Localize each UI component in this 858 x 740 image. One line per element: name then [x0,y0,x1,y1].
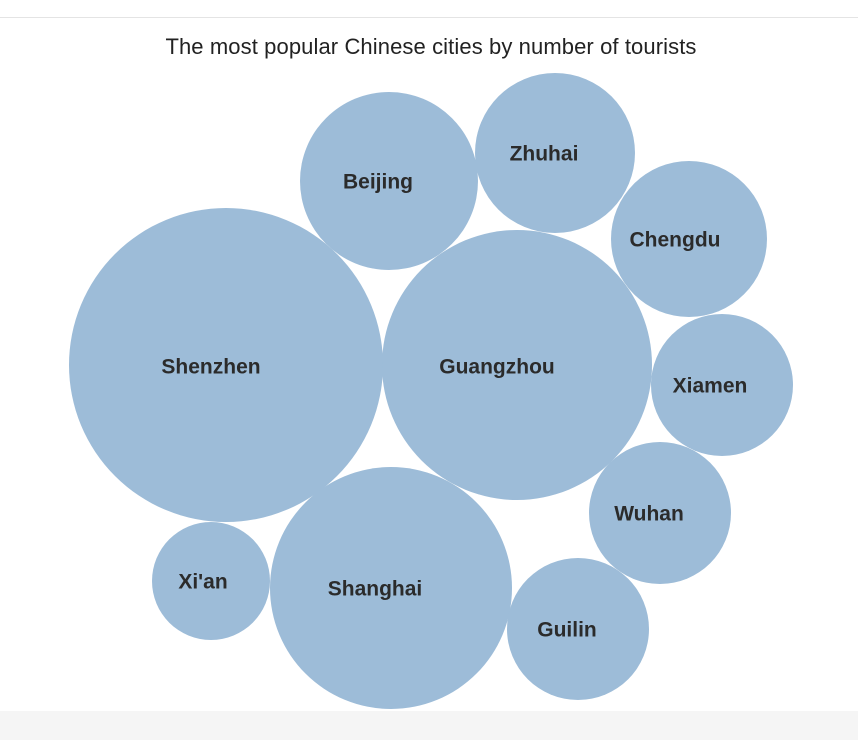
bubble-circle-shenzhen[interactable] [69,208,383,522]
bubble-label-beijing: Beijing [343,171,413,194]
bubble-label-wuhan: Wuhan [614,503,684,526]
bubble-label-guilin: Guilin [537,619,597,642]
bubble-label-guangzhou: Guangzhou [439,356,554,379]
bubble-label-shenzhen: Shenzhen [161,356,260,379]
bubble-circle-chengdu[interactable] [611,161,767,317]
bubble-label-xi-an: Xi'an [178,571,227,594]
bubble-circle-shanghai[interactable] [270,467,512,709]
bubble-beijing[interactable]: Beijing [300,92,478,270]
bubble-xiamen[interactable]: Xiamen [651,314,793,456]
bubble-label-chengdu: Chengdu [630,229,721,252]
bubble-label-shanghai: Shanghai [328,578,423,601]
bubble-circle-guangzhou[interactable] [382,230,652,500]
top-divider [0,17,858,18]
bubble-circle-wuhan[interactable] [589,442,731,584]
bubble-layer: Shenzhen Guangzhou Shanghai Beijing Zhuhai Ch… [69,73,793,709]
footer-band [0,711,858,740]
bubble-guilin[interactable]: Guilin [507,558,649,700]
bubble-zhuhai[interactable]: Zhuhai [475,73,635,233]
bubble-shanghai[interactable]: Shanghai [270,467,512,709]
bubble-guangzhou[interactable]: Guangzhou [382,230,652,500]
bubble-chengdu[interactable]: Chengdu [611,161,767,317]
chart-title: The most popular Chinese cities by numbe… [165,34,697,59]
bubble-circle-guilin[interactable] [507,558,649,700]
bubble-shenzhen[interactable]: Shenzhen [69,208,383,522]
bubble-label-zhuhai: Zhuhai [510,143,579,166]
bubble-circle-zhuhai[interactable] [475,73,635,233]
bubble-xi-an[interactable]: Xi'an [152,522,270,640]
bubble-circle-xiamen[interactable] [651,314,793,456]
bubble-circle-beijing[interactable] [300,92,478,270]
bubble-chart: Shenzhen Guangzhou Shanghai Beijing Zhuhai Ch… [69,73,793,709]
bubble-wuhan[interactable]: Wuhan [589,442,731,584]
bubble-label-xiamen: Xiamen [673,375,748,398]
bubble-circle-xi-an[interactable] [152,522,270,640]
